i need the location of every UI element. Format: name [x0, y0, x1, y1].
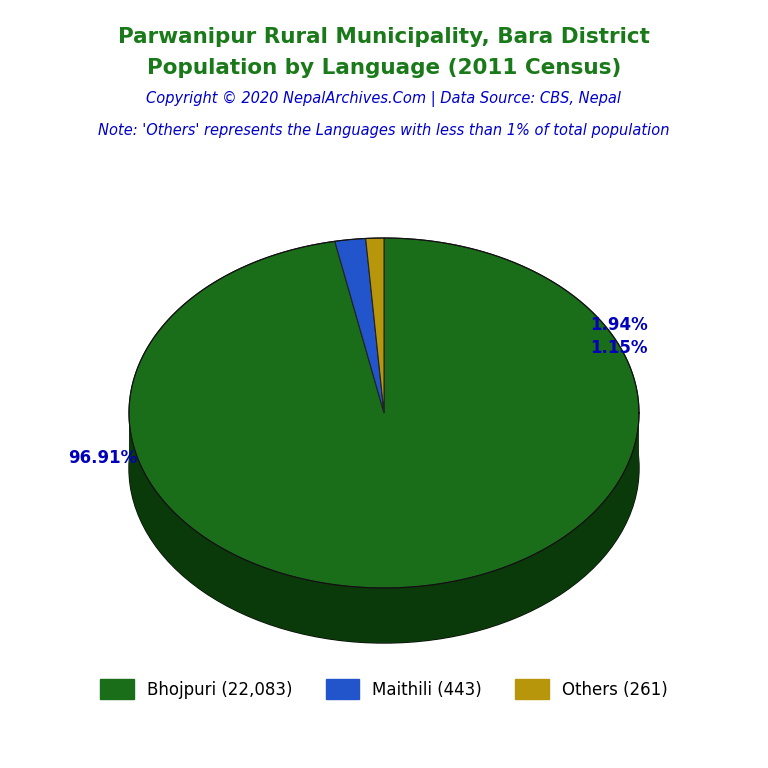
- Polygon shape: [129, 238, 639, 588]
- Legend: Bhojpuri (22,083), Maithili (443), Others (261): Bhojpuri (22,083), Maithili (443), Other…: [94, 672, 674, 706]
- Polygon shape: [366, 238, 384, 413]
- Text: Copyright © 2020 NepalArchives.Com | Data Source: CBS, Nepal: Copyright © 2020 NepalArchives.Com | Dat…: [147, 91, 621, 107]
- Text: Parwanipur Rural Municipality, Bara District: Parwanipur Rural Municipality, Bara Dist…: [118, 27, 650, 47]
- Text: Population by Language (2011 Census): Population by Language (2011 Census): [147, 58, 621, 78]
- Text: Note: 'Others' represents the Languages with less than 1% of total population: Note: 'Others' represents the Languages …: [98, 123, 670, 138]
- Text: 1.15%: 1.15%: [590, 339, 647, 357]
- Text: 96.91%: 96.91%: [68, 449, 137, 467]
- Text: 1.94%: 1.94%: [590, 316, 647, 334]
- Polygon shape: [335, 238, 384, 413]
- Ellipse shape: [129, 293, 639, 643]
- Polygon shape: [129, 413, 639, 643]
